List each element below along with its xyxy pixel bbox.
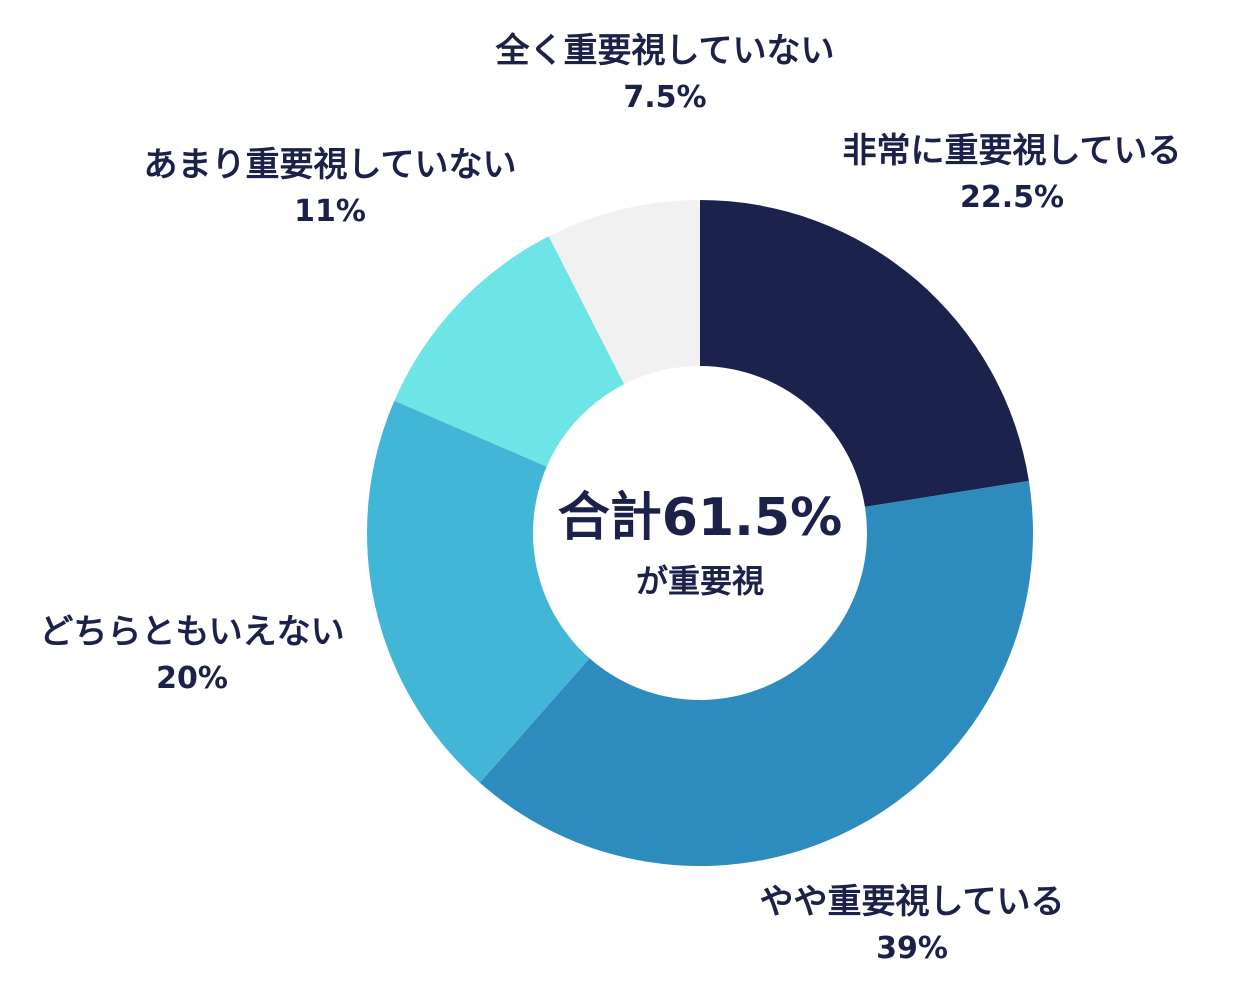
slice-value-somewhat-important: 39%	[876, 931, 948, 966]
slice-label-somewhat-important: やや重要視している	[760, 882, 1065, 922]
slice-value-very-important: 22.5%	[960, 180, 1064, 215]
slice-not-at-all-important	[548, 200, 700, 385]
center-subtitle-text: が重要視	[636, 562, 764, 600]
slice-neutral	[367, 400, 590, 783]
slice-value-not-at-all-important: 7.5%	[623, 80, 706, 115]
slice-labels: 非常に重要視している 22.5% やや重要視している 39% どちらともいえない 20% あ…	[39, 31, 1181, 966]
slice-value-neutral: 20%	[156, 661, 228, 696]
center-total-text: 合計61.5%	[558, 488, 842, 548]
slice-label-very-important: 非常に重要視している	[843, 131, 1182, 171]
slice-label-not-at-all-important: 全く重要視していない	[495, 31, 835, 71]
slice-not-very-important	[394, 236, 625, 467]
slice-very-important	[700, 200, 1029, 507]
slice-label-not-very-important: あまり重要視していない	[144, 145, 517, 185]
slice-value-not-very-important: 11%	[294, 194, 366, 229]
slice-somewhat-important	[479, 480, 1033, 867]
slice-label-neutral: どちらともいえない	[39, 612, 344, 652]
donut-slices	[367, 200, 1033, 867]
